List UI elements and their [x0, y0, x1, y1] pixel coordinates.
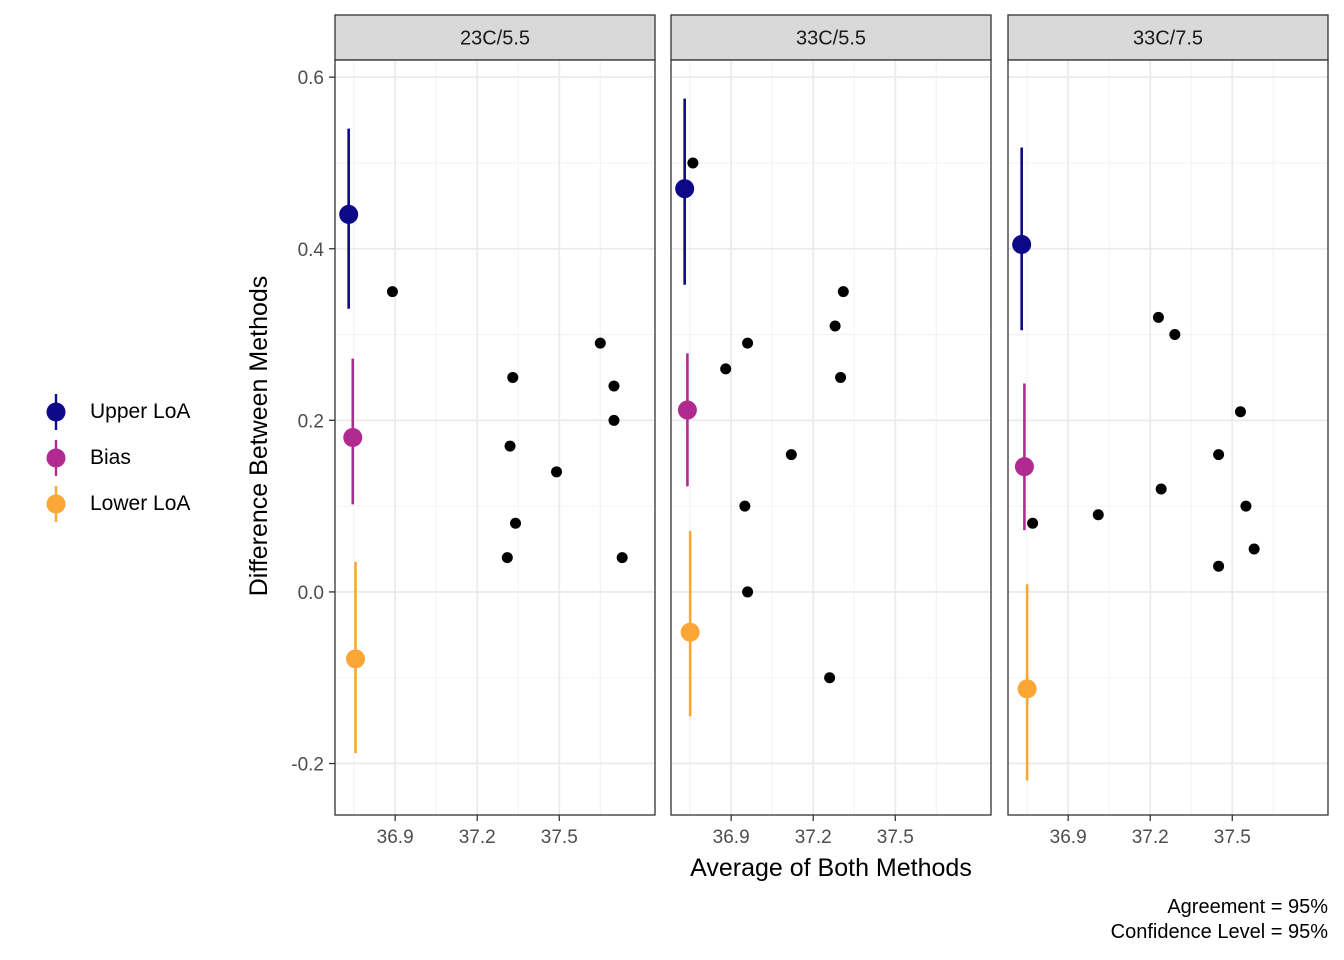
upper-loa-point — [339, 204, 359, 224]
data-point — [1152, 311, 1164, 323]
x-tick-label: 37.2 — [795, 827, 832, 848]
lower-loa-point — [346, 649, 366, 669]
data-point — [1234, 406, 1246, 418]
y-tick-label: 0.4 — [298, 240, 325, 261]
data-point — [501, 552, 513, 564]
caption-confidence: Confidence Level = 95% — [1110, 921, 1328, 943]
lower-loa-point — [680, 622, 700, 642]
x-tick-label: 36.9 — [377, 827, 414, 848]
legend-key-lower-loa — [46, 486, 66, 522]
facet-panel-3: 33C/7.5 36.9 37.2 37.5 — [1007, 14, 1329, 848]
data-point — [837, 286, 849, 298]
data-point — [616, 552, 628, 564]
legend-item-lower-loa: Lower LoA — [36, 484, 236, 530]
data-point — [835, 371, 847, 383]
legend-item-upper-loa: Upper LoA — [36, 392, 236, 438]
data-point — [1213, 449, 1225, 461]
facet-strip — [670, 14, 992, 61]
panel-background — [671, 60, 991, 815]
facet-strip-label: 23C/5.5 — [460, 28, 530, 50]
data-point — [824, 672, 836, 684]
lower-loa-point — [1017, 679, 1037, 699]
panel-background — [1008, 60, 1328, 815]
panel-border — [334, 59, 656, 816]
legend: Upper LoA Bias Lower LoA — [36, 392, 236, 530]
data-point — [386, 286, 398, 298]
data-point — [1092, 509, 1104, 521]
y-tick-label: 0.2 — [298, 411, 324, 432]
y-tick-label: -0.2 — [291, 755, 324, 776]
bias-point — [677, 400, 697, 420]
x-tick-label: 37.5 — [541, 827, 578, 848]
facet-panel-1: 23C/5.5 36.9 37.2 37.5 -0.2 0.0 0.2 0.4 0.6 — [291, 14, 656, 848]
data-point — [739, 500, 751, 512]
facet-panel-2: 33C/5.5 36.9 37.2 37.5 — [670, 14, 992, 848]
facet-strip-label: 33C/7.5 — [1133, 28, 1203, 50]
data-point — [504, 440, 516, 452]
legend-label-upper-loa: Upper LoA — [90, 400, 191, 423]
y-axis-title: Difference Between Methods — [245, 276, 273, 597]
x-axis-title: Average of Both Methods — [690, 854, 972, 882]
data-point — [608, 380, 620, 392]
data-point — [1169, 329, 1181, 341]
bias-point — [343, 428, 363, 447]
data-point — [1213, 560, 1225, 572]
data-point — [1248, 543, 1260, 555]
legend-label-bias: Bias — [90, 446, 131, 469]
data-point — [1240, 500, 1252, 512]
panel-border — [1007, 59, 1329, 816]
legend-label-lower-loa: Lower LoA — [90, 492, 191, 515]
y-tick-label: 0.0 — [298, 583, 324, 604]
facet-strip-label: 33C/5.5 — [796, 28, 866, 50]
data-point — [1155, 483, 1167, 495]
data-point — [1027, 517, 1039, 529]
x-tick-label: 37.5 — [1214, 827, 1251, 848]
data-point — [594, 337, 606, 349]
y-tick-label: 0.6 — [298, 68, 324, 89]
legend-key-bias — [46, 440, 66, 476]
upper-loa-point — [675, 179, 695, 199]
legend-key-upper-loa — [46, 394, 66, 430]
data-point — [785, 449, 797, 461]
x-tick-label: 36.9 — [713, 827, 750, 848]
data-point — [507, 371, 519, 383]
data-point — [687, 157, 699, 169]
data-point — [829, 320, 841, 332]
facet-strip — [1007, 14, 1329, 61]
panel-background — [335, 60, 655, 815]
panel-border — [670, 59, 992, 816]
legend-item-bias: Bias — [36, 438, 236, 484]
x-tick-label: 37.5 — [877, 827, 914, 848]
data-point — [608, 414, 620, 426]
data-point — [551, 466, 563, 478]
data-point — [510, 517, 522, 529]
caption-agreement: Agreement = 95% — [1167, 896, 1328, 918]
x-tick-label: 37.2 — [1132, 827, 1169, 848]
upper-loa-point — [1012, 234, 1032, 254]
data-point — [720, 363, 732, 375]
data-point — [742, 337, 754, 349]
data-point — [742, 586, 754, 598]
x-tick-label: 36.9 — [1050, 827, 1087, 848]
bias-point — [1014, 457, 1034, 477]
caption: Agreement = 95% Confidence Level = 95% — [1111, 895, 1328, 945]
x-tick-label: 37.2 — [459, 827, 496, 848]
